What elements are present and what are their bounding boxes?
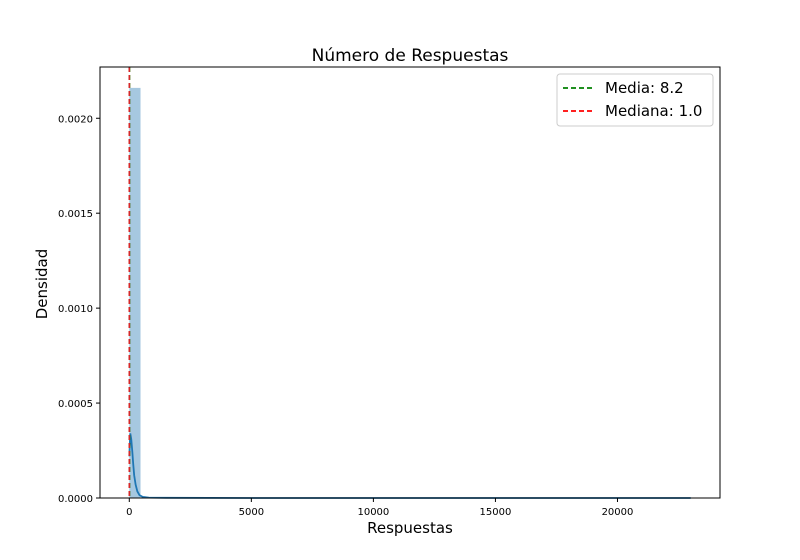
axes: 0 5000 10000 15000 20000 0.0000 0.0005 0.0010 0.…	[58, 66, 721, 518]
legend-label-0: Media: 8.2	[605, 79, 684, 97]
x-tick-label-2: 10000	[357, 507, 389, 518]
y-tick-label-3: 0.0015	[58, 209, 93, 220]
x-tick-label-0: 0	[126, 507, 132, 518]
x-tick-label-1: 5000	[239, 507, 264, 518]
legend-box	[556, 73, 714, 127]
y-axis-label: Densidad	[33, 249, 51, 320]
histogram-bar-0	[129, 87, 141, 498]
x-axis-label: Respuestas	[367, 519, 453, 537]
axes-frame	[99, 66, 721, 499]
x-tick-label-3: 15000	[480, 507, 512, 518]
y-tick-label-2: 0.0010	[58, 304, 93, 315]
y-tick-label-0: 0.0000	[58, 494, 93, 505]
legend: Media: 8.2 Mediana: 1.0	[556, 73, 714, 127]
legend-label-1: Mediana: 1.0	[605, 102, 702, 120]
y-tick-label-4: 0.0020	[58, 114, 93, 125]
x-tick-label-4: 20000	[602, 507, 634, 518]
plot-area	[128, 67, 691, 499]
y-tick-label-1: 0.0005	[58, 399, 93, 410]
chart-title: Número de Respuestas	[312, 46, 509, 66]
kde-curve	[128, 433, 691, 499]
